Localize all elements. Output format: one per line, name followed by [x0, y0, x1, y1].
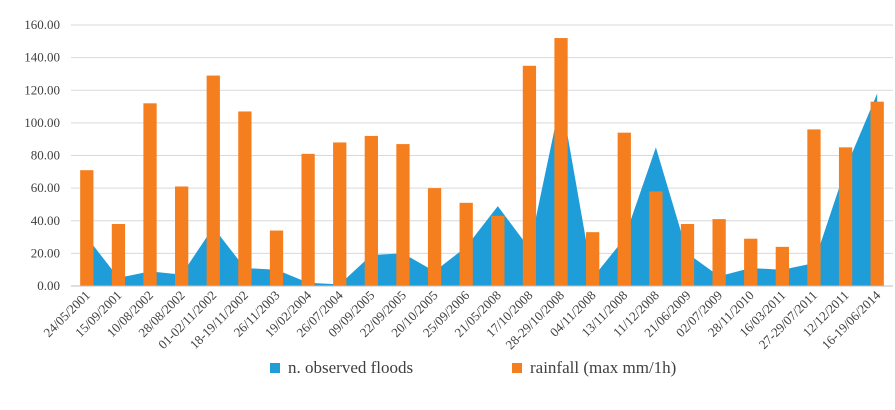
y-tick-label: 0.00 [37, 278, 60, 293]
legend-item-floods: n. observed floods [270, 358, 413, 378]
y-tick-label: 120.00 [24, 82, 60, 97]
y-tick-label: 40.00 [31, 213, 60, 228]
y-tick-label: 60.00 [31, 180, 60, 195]
grid-lines [71, 24, 893, 254]
bar-rainfall [775, 246, 789, 286]
bar-rainfall [111, 224, 126, 286]
bar-rainfall [301, 153, 315, 286]
y-tick-label: 20.00 [31, 245, 60, 260]
x-axis-labels: 24/05/200115/09/200110/08/200228/08/2002… [40, 287, 883, 352]
legend-label-rainfall: rainfall (max mm/1h) [530, 358, 677, 377]
bar-rainfall [522, 65, 537, 286]
y-axis-labels: 0.00 20.00 40.00 60.00 80.00 100.00 120.00 140.… [24, 17, 60, 293]
bar-series [80, 38, 884, 286]
bar-rainfall [617, 132, 631, 286]
bar-rainfall [427, 188, 442, 286]
bar-rainfall [680, 224, 695, 286]
bar-rainfall [143, 103, 157, 286]
bar-rainfall [459, 202, 473, 286]
legend-swatch-rainfall [512, 363, 522, 373]
legend: n. observed floods rainfall (max mm/1h) [0, 358, 895, 386]
chart: 0.00 20.00 40.00 60.00 80.00 100.00 120.00 140.… [24, 17, 893, 352]
area-floods [86, 93, 878, 286]
bar-rainfall [269, 230, 284, 286]
bar-rainfall [80, 170, 94, 286]
bar-rainfall [807, 129, 821, 286]
legend-swatch-floods [270, 363, 280, 373]
bar-rainfall [491, 215, 505, 286]
bar-rainfall [838, 147, 853, 286]
y-tick-label: 100.00 [24, 115, 60, 130]
legend-item-rainfall: rainfall (max mm/1h) [512, 358, 676, 378]
area-series [86, 93, 878, 286]
bar-rainfall [870, 101, 884, 286]
bar-rainfall [206, 75, 220, 286]
bar-rainfall [238, 111, 252, 286]
legend-label-floods: n. observed floods [288, 358, 414, 377]
bar-rainfall [364, 135, 378, 286]
bar-rainfall [712, 219, 726, 286]
bar-rainfall [586, 232, 600, 286]
y-tick-label: 140.00 [24, 50, 60, 65]
bar-rainfall [554, 38, 568, 286]
bar-rainfall [744, 238, 758, 286]
bar-rainfall [396, 144, 410, 286]
bar-rainfall [175, 186, 189, 286]
y-tick-label: 160.00 [24, 17, 60, 32]
y-tick-label: 80.00 [31, 148, 60, 163]
bar-rainfall [333, 142, 347, 286]
bar-rainfall [649, 191, 663, 286]
